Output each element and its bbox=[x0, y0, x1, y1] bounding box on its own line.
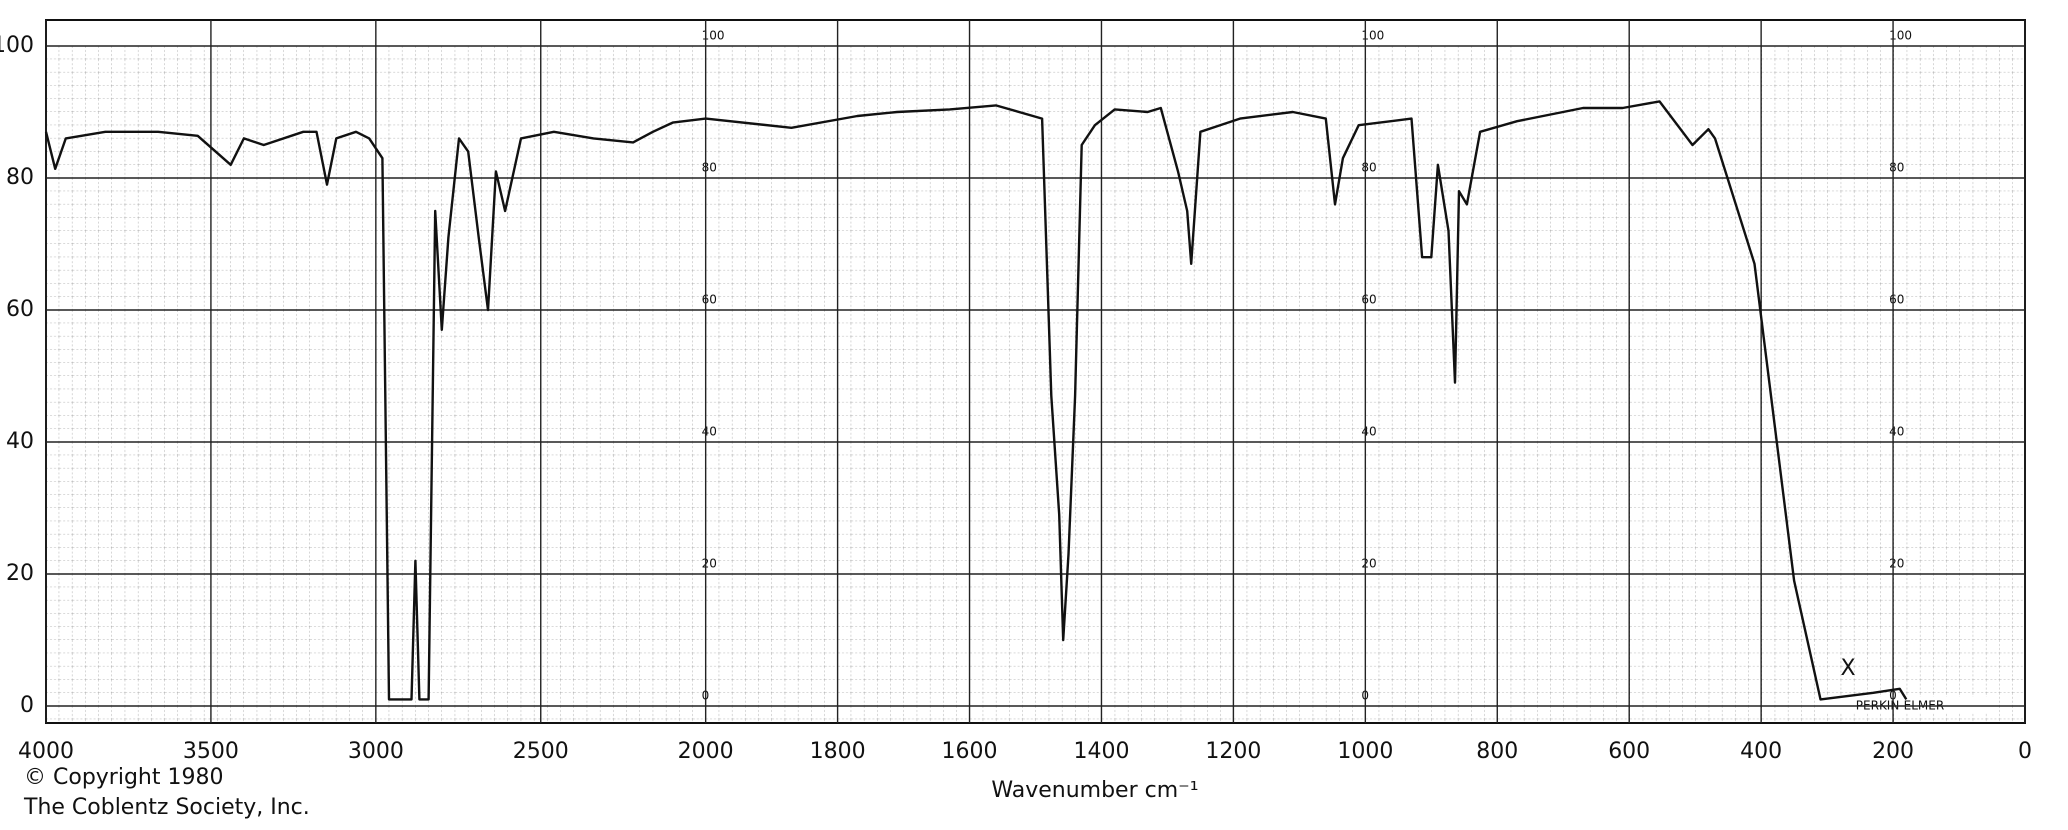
x-tick-label: 400 bbox=[1740, 739, 1782, 764]
x-tick-label: 200 bbox=[1872, 739, 1914, 764]
x-tick-label: 600 bbox=[1608, 739, 1650, 764]
x-tick-label: 3500 bbox=[183, 739, 239, 764]
x-tick-label: 3000 bbox=[348, 739, 404, 764]
inner-y-label: 100 bbox=[1889, 29, 1912, 43]
inner-y-label: 40 bbox=[1361, 425, 1376, 439]
inner-y-label: 100 bbox=[1361, 29, 1384, 43]
instrument-box bbox=[1815, 697, 1990, 713]
x-tick-label: 2000 bbox=[678, 739, 734, 764]
x-tick-label: 1800 bbox=[810, 739, 866, 764]
graph-paper bbox=[46, 46, 2025, 723]
inner-y-label: 40 bbox=[702, 425, 717, 439]
y-tick-label: 100 bbox=[0, 33, 34, 58]
inner-y-label: 60 bbox=[1889, 293, 1904, 307]
inner-y-label: 80 bbox=[1361, 161, 1376, 175]
inner-y-label: 20 bbox=[1889, 557, 1904, 571]
inner-y-label: 60 bbox=[702, 293, 717, 307]
inner-y-label: 100 bbox=[702, 29, 725, 43]
inner-y-label: 80 bbox=[1889, 161, 1904, 175]
inner-y-label: 60 bbox=[1361, 293, 1376, 307]
x-tick-label: 1400 bbox=[1073, 739, 1129, 764]
x-tick-label: 0 bbox=[2018, 739, 2032, 764]
x-tick-label: 1200 bbox=[1205, 739, 1261, 764]
copyright: © Copyright 1980 bbox=[24, 765, 223, 790]
x-tick-label: 2500 bbox=[513, 739, 569, 764]
x-tick-label: 4000 bbox=[18, 739, 74, 764]
publisher: The Coblentz Society, Inc. bbox=[23, 795, 310, 820]
inner-y-label: 80 bbox=[702, 161, 717, 175]
x-axis-label: Wavenumber cm⁻¹ bbox=[991, 778, 1198, 803]
y-tick-label: 60 bbox=[6, 297, 34, 322]
y-tick-label: 0 bbox=[20, 693, 34, 718]
x-tick-label: 1600 bbox=[942, 739, 998, 764]
inner-y-label: 20 bbox=[1361, 557, 1376, 571]
inner-y-label: 40 bbox=[1889, 425, 1904, 439]
y-tick-label: 80 bbox=[6, 165, 34, 190]
x-tick-label: 1000 bbox=[1337, 739, 1393, 764]
spectrum-line bbox=[44, 100, 1908, 701]
annotation: X bbox=[1840, 656, 1855, 681]
inner-y-label: 20 bbox=[702, 557, 717, 571]
y-tick-label: 20 bbox=[6, 561, 34, 586]
x-tick-label: 800 bbox=[1476, 739, 1518, 764]
y-tick-label: 40 bbox=[6, 429, 34, 454]
